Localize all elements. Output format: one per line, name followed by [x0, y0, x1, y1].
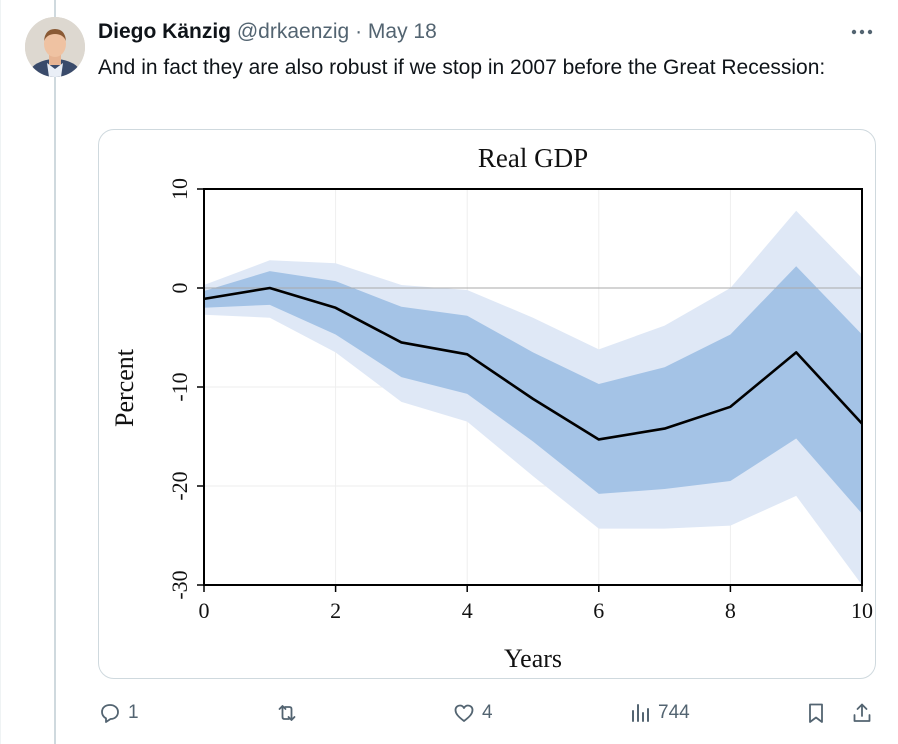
x-axis-ticks: 0 2 4 6 8 10: [199, 585, 873, 623]
more-options-button[interactable]: [848, 20, 876, 44]
x-tick-label-3: 6: [593, 598, 604, 623]
heart-icon: [454, 704, 474, 722]
separator: ·: [355, 20, 363, 43]
bookmark-button[interactable]: [804, 696, 828, 730]
reply-count: 1: [128, 702, 139, 723]
tweet-text: And in fact they are also robust if we s…: [98, 56, 826, 79]
author-handle[interactable]: @drkaenzig: [236, 20, 350, 43]
confidence-band-1: [204, 266, 862, 514]
share-icon: [853, 703, 871, 722]
more-icon: [851, 29, 873, 35]
reply-icon: [101, 704, 119, 723]
y-axis-ticks: 10 0 -10 -20 -30: [167, 178, 204, 600]
y-tick-label-1: 0: [167, 283, 192, 294]
y-tick-label-0: 10: [167, 178, 192, 200]
x-tick-label-4: 8: [725, 598, 736, 623]
views-chart-icon: [632, 704, 649, 722]
tweet-media[interactable]: 0 2 4 6 8 10 10 0 -10 -20 -30 Real GDP Years Perc…: [98, 129, 876, 679]
like-count: 4: [482, 702, 493, 723]
avatar-image: [25, 17, 85, 77]
repost-button[interactable]: [275, 696, 299, 730]
thread-line: [54, 0, 56, 744]
x-axis-label: Years: [504, 644, 562, 673]
repost-icon: [278, 705, 296, 721]
view-count: 744: [658, 702, 690, 723]
share-button[interactable]: [850, 696, 874, 730]
y-tick-label-3: -20: [167, 471, 192, 500]
series-lines: [203, 286, 863, 441]
author-name[interactable]: Diego Känzig: [98, 20, 232, 43]
bookmark-icon: [809, 703, 823, 723]
y-tick-label-2: -10: [167, 372, 192, 401]
avatar[interactable]: [25, 17, 85, 77]
like-button[interactable]: 4: [452, 696, 493, 730]
series-line-0: [203, 286, 863, 441]
y-axis-label: Percent: [110, 348, 139, 427]
x-tick-label-1: 2: [330, 598, 341, 623]
x-tick-label-0: 0: [199, 598, 210, 623]
y-tick-label-4: -30: [167, 570, 192, 599]
action-bar: 1 4 744: [0, 696, 898, 730]
reply-button[interactable]: 1: [98, 696, 139, 730]
tweet-date[interactable]: May 18: [367, 20, 437, 43]
tweet-header: Diego Känzig @drkaenzig · May 18: [98, 20, 437, 44]
left-border: [0, 0, 1, 744]
chart-title: Real GDP: [478, 143, 588, 173]
x-tick-label-2: 4: [462, 598, 473, 623]
views-button[interactable]: 744: [628, 696, 690, 730]
x-tick-label-5: 10: [851, 598, 873, 623]
gdp-chart: 0 2 4 6 8 10 10 0 -10 -20 -30 Real GDP Years Perc…: [110, 143, 873, 673]
